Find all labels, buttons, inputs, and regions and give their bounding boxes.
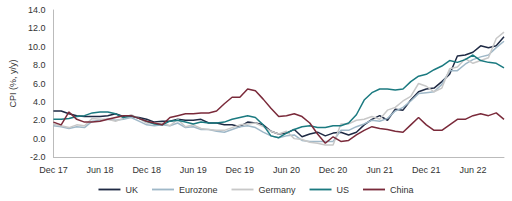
svg-text:CPI (%, y/y): CPI (%, y/y): [8, 59, 18, 107]
svg-text:Eurozone: Eurozone: [179, 185, 218, 195]
svg-text:Jun 22: Jun 22: [459, 165, 486, 175]
svg-text:Jun 21: Jun 21: [366, 165, 393, 175]
svg-text:6.0: 6.0: [33, 79, 46, 89]
svg-text:UK: UK: [125, 185, 138, 195]
svg-text:Dec 20: Dec 20: [319, 165, 348, 175]
svg-text:Jun 18: Jun 18: [87, 165, 114, 175]
svg-text:US: US: [337, 185, 350, 195]
svg-text:Dec 19: Dec 19: [226, 165, 255, 175]
svg-text:Dec 21: Dec 21: [412, 165, 441, 175]
svg-text:Dec 17: Dec 17: [39, 165, 68, 175]
svg-text:China: China: [390, 185, 414, 195]
svg-text:0.0: 0.0: [33, 134, 46, 144]
svg-text:14.0: 14.0: [28, 5, 46, 15]
svg-text:2.0: 2.0: [33, 115, 46, 125]
svg-text:-2.0: -2.0: [30, 152, 46, 162]
svg-text:Dec 18: Dec 18: [132, 165, 161, 175]
svg-text:8.0: 8.0: [33, 60, 46, 70]
svg-text:Germany: Germany: [259, 185, 297, 195]
svg-text:12.0: 12.0: [28, 23, 46, 33]
svg-text:Jun 20: Jun 20: [273, 165, 300, 175]
svg-text:Jun 19: Jun 19: [180, 165, 207, 175]
svg-text:10.0: 10.0: [28, 42, 46, 52]
svg-text:4.0: 4.0: [33, 97, 46, 107]
